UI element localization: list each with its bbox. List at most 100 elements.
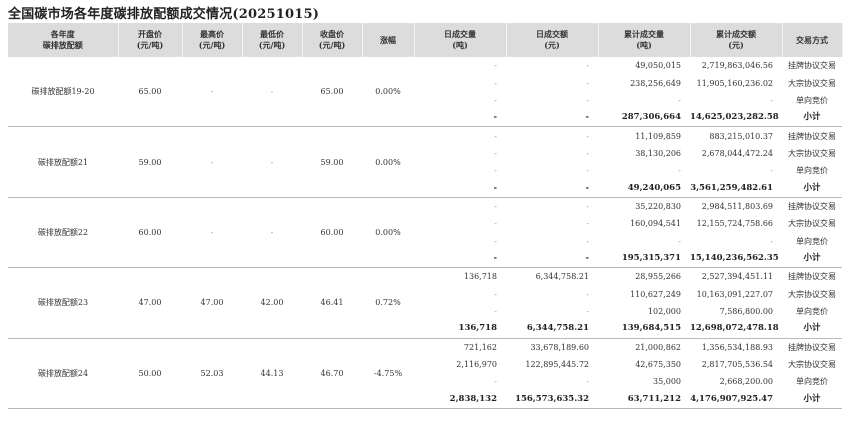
- allowance-year-cell: 碳排放配额24: [8, 338, 118, 409]
- table-row: 碳排放配额23 47.00 47.00 42.00 46.41 0.72% 136,718 6…: [8, 267, 842, 339]
- close-price-cell: 59.00: [302, 126, 362, 198]
- cumulative-amount-cell: 11,905,160,236.02: [696, 78, 773, 88]
- cumulative-amount-cell: 2,527,394,451.11: [701, 272, 773, 282]
- header-open-price: 开盘价 (元/吨): [118, 23, 183, 57]
- daily-amount-cell: -: [586, 78, 589, 88]
- trading-method-cell: 大宗协议交易: [788, 148, 836, 158]
- daily-volume-cell: -: [414, 249, 506, 269]
- daily-volume-cell: -: [494, 131, 497, 141]
- trading-method-cell: 大宗协议交易: [788, 289, 836, 299]
- change-cell: 0.00%: [362, 126, 414, 198]
- cumulative-amount-cell: 3,561,259,482.61: [690, 179, 782, 198]
- cumulative-amount-cell: 2,984,511,803.69: [701, 201, 773, 211]
- daily-amount-cell: -: [586, 201, 589, 211]
- table-row: 碳排放配额22 60.00- -60.00 0.00% - -35,220,830 2,98…: [8, 197, 842, 269]
- low-price-cell: -: [242, 57, 302, 128]
- daily-amount-cell: 6,344,758.21: [535, 272, 589, 282]
- table-row: - - - - 单向竞价: [8, 232, 842, 249]
- trading-method-cell: 单向竞价: [796, 377, 828, 387]
- cumulative-amount-cell: 2,678,044,472.24: [701, 148, 773, 158]
- page-title: 全国碳市场各年度碳排放配额成交情况(20251015): [8, 7, 320, 22]
- subtotal-row: - -195,315,371 15,140,236,562.35 小计: [8, 249, 842, 269]
- daily-volume-cell: -: [494, 78, 497, 88]
- table-row: 碳排放配额21 59.00- -59.00 0.00% - -11,109,859 883,…: [8, 126, 842, 198]
- header-cumulative-volume: 累计成交量 (吨): [598, 23, 691, 57]
- high-price-cell: -: [182, 126, 242, 198]
- header-allowance: 各年度 碳排放配额: [8, 23, 119, 57]
- daily-volume-cell: 2,838,132: [414, 390, 506, 409]
- trading-method-cell: 挂牌协议交易: [788, 342, 836, 352]
- trading-method-cell: 单向竞价: [796, 95, 828, 105]
- table-row: - - - - 单向竞价: [8, 162, 842, 179]
- change-cell: 0.00%: [362, 197, 414, 269]
- daily-volume-cell: -: [414, 179, 506, 198]
- table-row: 碳排放配额24 50.00 52.03 44.13 46.70 -4.75% 721,162…: [8, 338, 842, 409]
- daily-amount-cell: 122,895,445.72: [525, 360, 589, 370]
- daily-volume-cell: -: [494, 201, 497, 211]
- cumulative-amount-cell: 15,140,236,562.35: [690, 249, 782, 269]
- table-row: - - 38,130,206 2,678,044,472.24 大宗协议交易: [8, 145, 842, 162]
- cumulative-volume-cell: -: [678, 166, 681, 176]
- close-price-cell: 60.00: [302, 197, 362, 269]
- trading-method-cell: 小计: [782, 179, 842, 198]
- table-row: 碳排放配额19-20 65.00- -65.00 0.00% - -49,050,015 2…: [8, 57, 842, 128]
- daily-volume-cell: -: [494, 306, 497, 316]
- high-price-cell: -: [182, 57, 242, 128]
- daily-amount-cell: -: [586, 306, 589, 316]
- cumulative-volume-cell: 49,050,015: [635, 61, 681, 71]
- change-cell: 0.00%: [362, 57, 414, 128]
- cumulative-volume-cell: 28,955,266: [635, 272, 681, 282]
- daily-volume-cell: -: [494, 236, 497, 246]
- trading-method-cell: 大宗协议交易: [788, 219, 836, 229]
- daily-amount-cell: -: [586, 377, 589, 387]
- trading-method-cell: 小计: [782, 249, 842, 269]
- daily-volume-cell: -: [494, 61, 497, 71]
- trading-method-cell: 挂牌协议交易: [788, 272, 836, 282]
- cumulative-volume-cell: 102,000: [647, 306, 681, 316]
- daily-amount-cell: -: [586, 166, 589, 176]
- cumulative-volume-cell: 38,130,206: [635, 148, 681, 158]
- daily-amount-cell: 156,573,635.32: [506, 390, 598, 409]
- cumulative-volume-cell: 160,094,541: [630, 219, 681, 229]
- open-price-cell: 50.00: [118, 338, 182, 409]
- cumulative-amount-cell: 2,668,200.00: [719, 377, 773, 387]
- cumulative-volume-cell: 238,256,649: [630, 78, 681, 88]
- low-price-cell: -: [242, 126, 302, 198]
- low-price-cell: 44.13: [242, 338, 302, 409]
- allowance-year-cell: 碳排放配额21: [8, 126, 118, 198]
- daily-amount-cell: -: [586, 236, 589, 246]
- change-cell: 0.72%: [362, 267, 414, 339]
- table-row: - - 238,256,649 11,905,160,236.02 大宗协议交易: [8, 74, 842, 91]
- subtotal-row: 136,718 6,344,758.21 139,684,515 12,698,072…: [8, 320, 842, 339]
- table-row: - - 110,627,249 10,163,091,227.07 大宗协议交易: [8, 285, 842, 302]
- trading-method-cell: 单向竞价: [796, 166, 828, 176]
- change-cell: -4.75%: [362, 338, 414, 409]
- cumulative-volume-cell: 42,675,350: [635, 360, 681, 370]
- daily-amount-cell: -: [586, 219, 589, 229]
- header-cumulative-amount: 累计成交额 (元): [690, 23, 783, 57]
- cumulative-volume-cell: 49,240,065: [598, 179, 690, 198]
- cumulative-amount-cell: 10,163,091,227.07: [696, 289, 773, 299]
- table-row: - - 35,000 2,668,200.00 单向竞价: [8, 373, 842, 390]
- trading-method-cell: 小计: [782, 109, 842, 128]
- daily-amount-cell: -: [506, 179, 598, 198]
- daily-volume-cell: 2,116,970: [456, 360, 497, 370]
- daily-volume-cell: 721,162: [463, 342, 497, 352]
- low-price-cell: -: [242, 197, 302, 269]
- header-close-price: 收盘价 (元/吨): [302, 23, 363, 57]
- cumulative-volume-cell: -: [678, 236, 681, 246]
- cumulative-volume-cell: -: [678, 95, 681, 105]
- subtotal-row: - -287,306,664 14,625,023,282.58 小计: [8, 109, 842, 128]
- trading-method-cell: 小计: [782, 390, 842, 409]
- high-price-cell: -: [182, 197, 242, 269]
- table-body: 碳排放配额19-20 65.00- -65.00 0.00% - -49,050,015 2…: [8, 57, 842, 409]
- trading-method-cell: 挂牌协议交易: [788, 131, 836, 141]
- daily-volume-cell: -: [414, 109, 506, 128]
- trading-method-cell: 小计: [782, 320, 842, 339]
- header-daily-amount: 日成交额 (元): [506, 23, 599, 57]
- cumulative-amount-cell: 1,356,534,188.93: [701, 342, 773, 352]
- cumulative-amount-cell: 12,155,724,758.66: [696, 219, 773, 229]
- cumulative-amount-cell: 883,215,010.37: [709, 131, 773, 141]
- open-price-cell: 65.00: [118, 57, 182, 128]
- trading-method-cell: 挂牌协议交易: [788, 201, 836, 211]
